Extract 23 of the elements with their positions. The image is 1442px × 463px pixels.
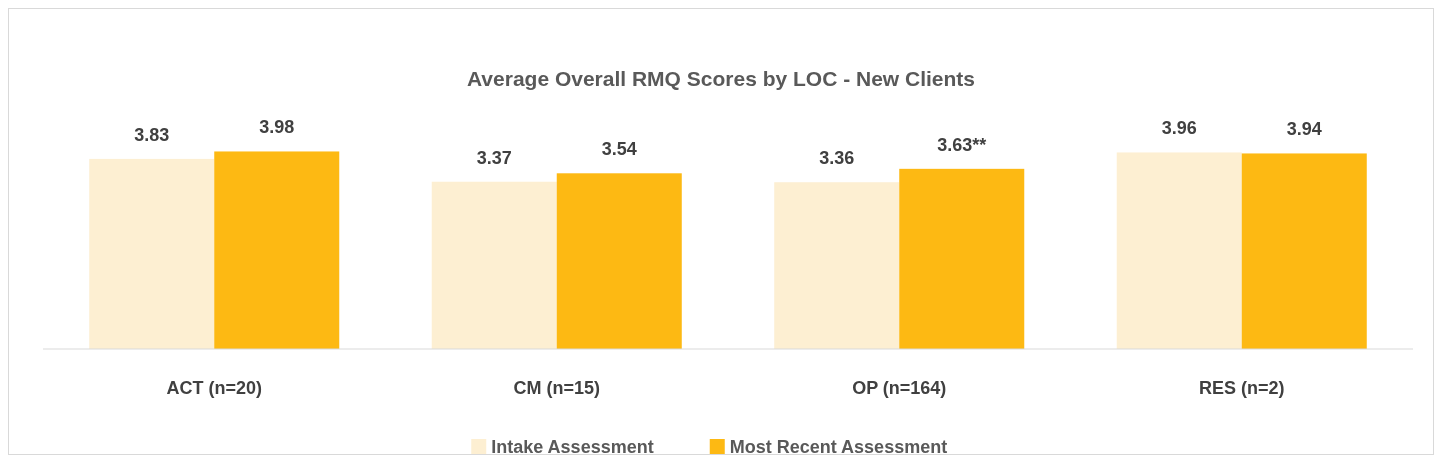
bar: [1241, 153, 1367, 349]
bar: [214, 151, 340, 349]
data-label: 3.96: [1161, 118, 1197, 139]
x-tick-label: RES (n=2): [1198, 378, 1285, 398]
data-label: 3.36: [819, 148, 855, 169]
data-label: 3.83: [134, 124, 170, 145]
data-label: 3.54: [601, 139, 637, 160]
x-tick-label: OP (n=164): [852, 378, 947, 398]
data-label: 3.37: [476, 147, 512, 168]
legend-label: Most Recent Assessment: [729, 437, 948, 457]
bar: [431, 181, 557, 349]
bar: [1116, 152, 1242, 349]
data-label: 3.98: [259, 117, 295, 138]
x-tick-label: CM (n=15): [513, 378, 601, 398]
bar: [89, 158, 215, 349]
legend-label: Intake Assessment: [491, 437, 654, 457]
data-label: 3.94: [1286, 119, 1322, 140]
bar: [774, 182, 900, 349]
bar: [899, 168, 1025, 349]
data-label: 3.63**: [937, 134, 987, 155]
x-tick-label: ACT (n=20): [166, 378, 263, 398]
bar: [556, 173, 682, 349]
chart-title: Average Overall RMQ Scores by LOC - New Clients: [466, 67, 976, 90]
